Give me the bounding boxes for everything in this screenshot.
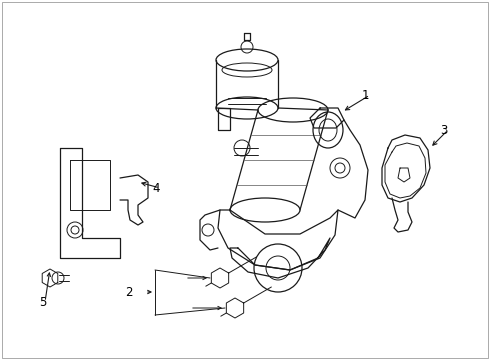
Text: 3: 3 — [440, 123, 447, 136]
Text: 2: 2 — [125, 285, 133, 298]
Text: 1: 1 — [362, 89, 369, 102]
Text: 4: 4 — [152, 181, 160, 194]
Text: 5: 5 — [39, 296, 47, 309]
